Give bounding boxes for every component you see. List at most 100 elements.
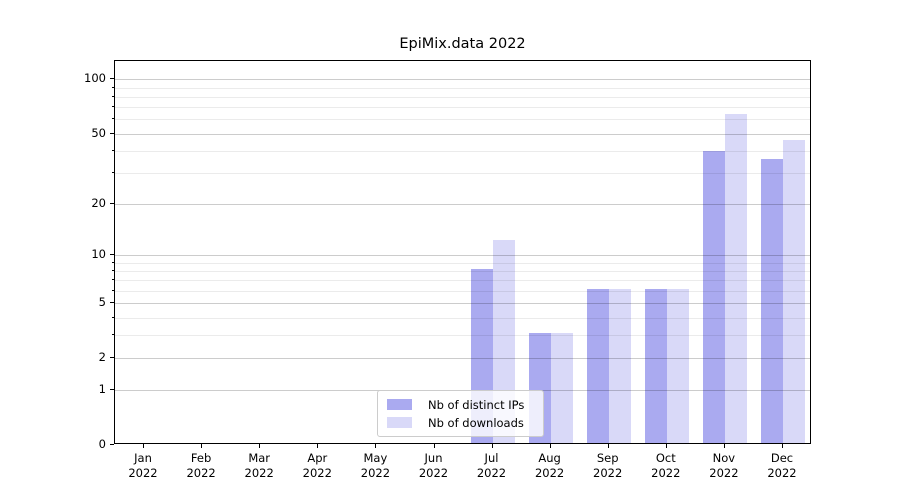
x-tick-mark-may — [375, 444, 377, 448]
x-tick-month-apr: Apr — [307, 451, 328, 465]
x-tick-year-oct: 2022 — [651, 466, 681, 480]
y-tick-label-5: 5 — [98, 295, 106, 310]
y-tick-mark-0 — [110, 444, 114, 445]
x-tick-month-may: May — [363, 451, 388, 465]
x-tick-month-nov: Nov — [712, 451, 736, 465]
x-tick-mark-sep — [607, 444, 609, 448]
x-tick-year-feb: 2022 — [186, 466, 216, 480]
chart-title: EpiMix.data 2022 — [399, 36, 526, 52]
y-tick-mark-10 — [110, 254, 114, 255]
x-tick-month-jul: Jul — [484, 451, 499, 465]
x-tick-year-jan: 2022 — [128, 466, 158, 480]
bar-downloads-dec — [782, 139, 805, 443]
gridline-major-20 — [115, 203, 810, 205]
bar-distinct-ips-nov — [702, 150, 725, 443]
gridlines-layer — [115, 61, 810, 443]
x-tick-label-aug: Aug 2022 — [518, 451, 582, 481]
y-tick-mark-100 — [110, 78, 114, 80]
legend-item-downloads: Nb of downloads — [387, 415, 534, 430]
x-tick-year-nov: 2022 — [709, 466, 739, 480]
y-tick-label-1: 1 — [98, 382, 106, 397]
y-tick-label-0: 0 — [98, 437, 106, 451]
y-minor-tick-mark-3 — [112, 334, 114, 336]
x-tick-mark-mar — [259, 444, 261, 448]
x-tick-mark-jul — [491, 444, 493, 448]
y-tick-mark-5 — [110, 302, 114, 304]
x-tick-label-may: May 2022 — [343, 451, 407, 481]
x-tick-mark-aug — [549, 444, 551, 448]
y-minor-tick-mark-9 — [112, 261, 114, 263]
legend-label-distinct-ips: Nb of distinct IPs — [428, 397, 525, 412]
y-minor-tick-mark-80 — [112, 95, 114, 97]
gridline-major-10 — [115, 255, 810, 256]
x-tick-label-feb: Feb 2022 — [169, 451, 233, 481]
gridline-minor-40 — [115, 150, 810, 152]
x-tick-label-mar: Mar 2022 — [227, 451, 291, 481]
x-tick-mark-jan — [143, 444, 144, 448]
x-tick-month-feb: Feb — [190, 451, 212, 465]
y-minor-tick-mark-30 — [112, 172, 114, 173]
x-tick-month-mar: Mar — [248, 451, 271, 465]
y-tick-label-100: 100 — [84, 71, 106, 86]
y-tick-label-50: 50 — [91, 125, 106, 140]
x-tick-mark-jun — [433, 444, 435, 448]
x-tick-month-sep: Sep — [596, 451, 619, 465]
x-tick-mark-nov — [723, 444, 725, 448]
x-tick-year-dec: 2022 — [767, 466, 797, 480]
y-tick-label-2: 2 — [98, 350, 106, 364]
y-minor-tick-mark-4 — [112, 316, 114, 318]
plot-area — [114, 60, 811, 444]
gridline-minor-30 — [115, 173, 810, 174]
x-tick-year-apr: 2022 — [302, 466, 332, 480]
x-tick-month-dec: Dec — [770, 451, 794, 465]
legend-swatch-downloads — [387, 417, 412, 428]
y-tick-mark-2 — [110, 357, 114, 358]
bars-layer — [115, 61, 810, 443]
gridline-major-2 — [115, 358, 810, 359]
x-tick-mark-oct — [665, 444, 667, 448]
x-tick-label-jan: Jan 2022 — [111, 451, 175, 481]
x-tick-label-sep: Sep 2022 — [576, 451, 640, 481]
y-minor-tick-mark-40 — [112, 149, 114, 151]
gridline-minor-8 — [115, 270, 810, 272]
y-tick-mark-50 — [110, 132, 114, 134]
bar-distinct-ips-sep — [586, 288, 609, 443]
y-tick-label-20: 20 — [91, 195, 106, 210]
y-tick-mark-20 — [110, 202, 114, 204]
legend: Nb of distinct IPs Nb of downloads — [377, 390, 544, 437]
gridline-minor-3 — [115, 335, 810, 337]
x-tick-label-apr: Apr 2022 — [285, 451, 349, 481]
gridline-minor-6 — [115, 290, 810, 292]
x-axis: Jan 2022 Feb 2022 Mar 2022 Apr 2022 May 2022 Jun 20… — [114, 444, 811, 496]
x-tick-mark-dec — [782, 444, 783, 448]
gridline-minor-90 — [115, 87, 810, 89]
x-tick-year-may: 2022 — [360, 466, 391, 480]
x-tick-label-jul: Jul 2022 — [460, 451, 524, 481]
y-minor-tick-mark-60 — [112, 118, 114, 120]
y-minor-tick-mark-70 — [112, 106, 114, 108]
gridline-minor-4 — [115, 317, 810, 319]
x-tick-year-jun: 2022 — [418, 466, 449, 480]
bar-distinct-ips-oct — [644, 288, 667, 443]
gridline-major-50 — [115, 133, 810, 135]
y-axis: 0 1 2 5 10 20 50 100 — [0, 60, 114, 451]
x-tick-label-oct: Oct 2022 — [634, 451, 698, 481]
y-minor-tick-mark-90 — [112, 86, 114, 88]
legend-label-downloads: Nb of downloads — [428, 415, 524, 430]
legend-swatch-distinct-ips — [387, 399, 412, 410]
x-tick-month-jan: Jan — [134, 451, 152, 465]
bar-downloads-nov — [724, 113, 747, 443]
gridline-major-100 — [115, 79, 810, 81]
y-tick-mark-1 — [110, 389, 114, 391]
y-tick-label-10: 10 — [91, 247, 106, 261]
gridline-minor-70 — [115, 107, 810, 109]
x-tick-year-jul: 2022 — [476, 466, 507, 480]
x-tick-year-sep: 2022 — [593, 466, 623, 480]
x-tick-year-aug: 2022 — [534, 466, 565, 480]
x-tick-month-jun: Jun — [424, 451, 443, 465]
gridline-minor-60 — [115, 119, 810, 121]
bar-downloads-aug — [550, 333, 573, 443]
x-tick-mark-apr — [317, 444, 319, 448]
y-minor-tick-mark-6 — [112, 289, 114, 291]
